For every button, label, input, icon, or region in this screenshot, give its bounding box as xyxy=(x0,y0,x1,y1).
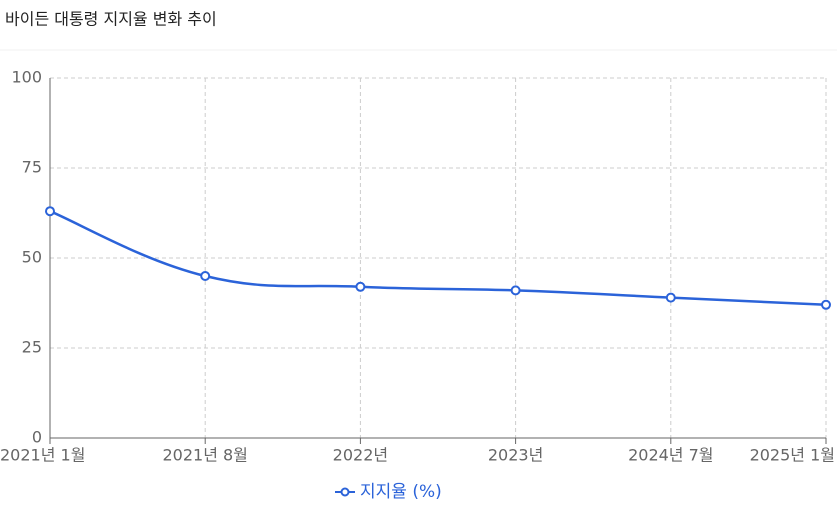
chart-title: 바이든 대통령 지지율 변화 추이 xyxy=(5,10,217,29)
x-tick-label: 2021년 1월 xyxy=(0,446,85,465)
x-tick-label: 2021년 8월 xyxy=(162,446,247,465)
x-tick-label: 2023년 xyxy=(488,446,543,465)
y-tick-label: 75 xyxy=(22,158,42,177)
point xyxy=(510,285,521,296)
y-tick-label: 100 xyxy=(11,68,42,87)
point xyxy=(200,271,211,281)
x-tick-label: 2024년 7월 xyxy=(628,446,713,465)
y-tick-label: 0 xyxy=(32,428,42,447)
series-line xyxy=(49,210,827,307)
point xyxy=(45,206,55,217)
legend-label: 지지율 (%) xyxy=(360,482,442,502)
point xyxy=(821,299,831,310)
x-tick-label: 2025년 1월 xyxy=(750,446,835,465)
legend-icon-point xyxy=(340,487,350,497)
point xyxy=(665,292,676,303)
y-tick-label: 25 xyxy=(22,338,42,357)
point xyxy=(355,281,366,292)
y-tick-label: 50 xyxy=(22,248,42,267)
x-tick-label: 2022년 xyxy=(333,446,388,465)
